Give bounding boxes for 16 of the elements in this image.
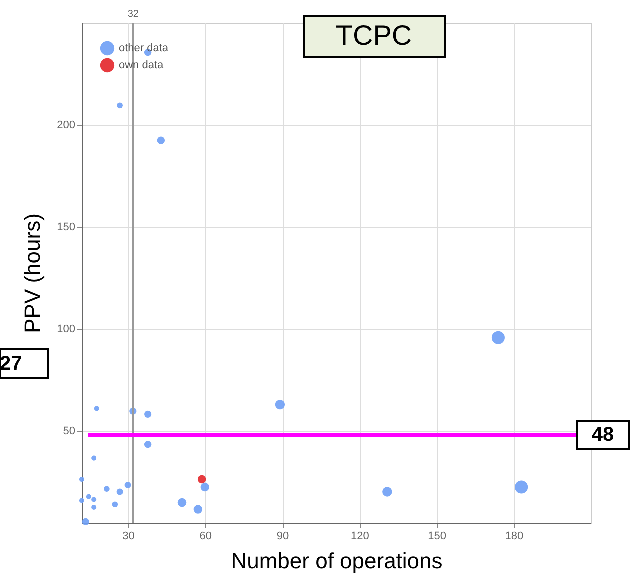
- y-tick-label: 100: [57, 324, 76, 336]
- y-axis-title: PPV (hours): [20, 214, 46, 334]
- x-tick-label: 180: [505, 530, 524, 542]
- x-tick-label: 120: [350, 530, 370, 542]
- chart-title: TCPC: [336, 20, 412, 51]
- ref-line-label: 48: [592, 424, 614, 446]
- x-tick-label: 60: [200, 530, 212, 542]
- y-tick-label: 200: [57, 120, 76, 132]
- y-tick-label: 150: [57, 222, 76, 234]
- x-tick-label: 150: [428, 530, 446, 542]
- x-tick-label: 90: [276, 530, 290, 542]
- ref-line-label: 32: [128, 9, 140, 20]
- x-tick-label: 30: [122, 530, 135, 542]
- y-tick-label: 50: [63, 426, 76, 438]
- text: 27: [0, 353, 22, 375]
- x-axis-title: Number of operations: [231, 548, 443, 574]
